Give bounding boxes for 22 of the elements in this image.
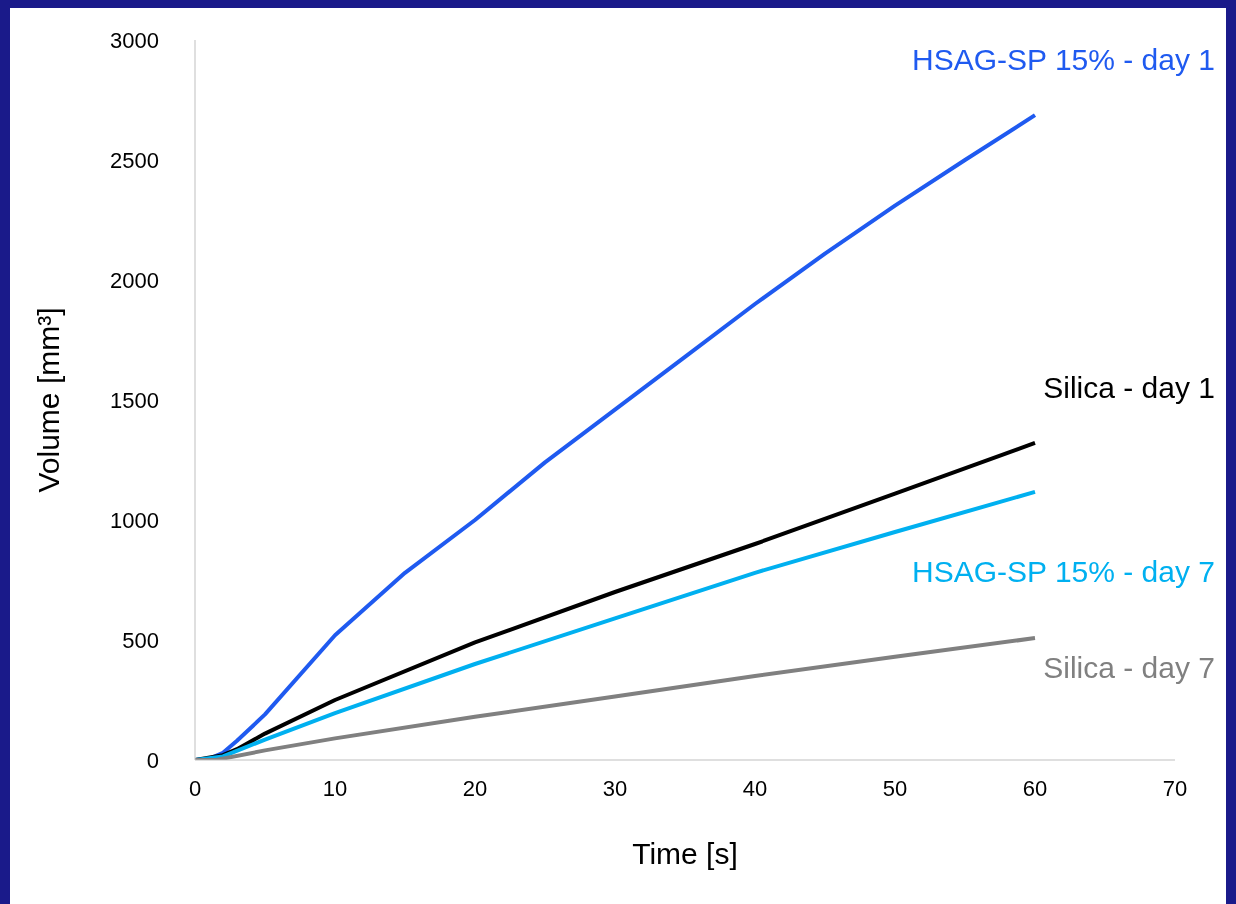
- series-label: HSAG-SP 15% - day 7: [912, 554, 1215, 588]
- series-label: Silica - day 7: [1043, 651, 1215, 685]
- y-tick-label: 0: [146, 747, 159, 773]
- x-tick-label: 50: [882, 775, 908, 801]
- x-tick-label: 60: [1022, 775, 1048, 801]
- y-tick-label: 500: [122, 627, 159, 653]
- x-tick-label: 20: [462, 775, 488, 801]
- line-series: [195, 636, 1037, 760]
- y-tick-label: 3000: [110, 27, 159, 53]
- x-tick-label: 0: [188, 775, 202, 801]
- y-tick-label: 1000: [110, 507, 159, 533]
- y-tick-label: 1500: [110, 387, 159, 413]
- x-tick-label: 30: [602, 775, 628, 801]
- y-axis-title: Volume [mm³]: [31, 307, 65, 493]
- x-tick-label: 10: [322, 775, 348, 801]
- x-tick-label: 70: [1162, 775, 1188, 801]
- series-label: Silica - day 1: [1043, 370, 1215, 404]
- x-tick-label: 40: [742, 775, 768, 801]
- y-tick-label: 2000: [110, 267, 159, 293]
- text: HSAG-SP 15% - day 1: [912, 43, 1215, 77]
- y-tick-label: 2500: [110, 147, 159, 173]
- x-axis-title: Time [s]: [632, 837, 738, 870]
